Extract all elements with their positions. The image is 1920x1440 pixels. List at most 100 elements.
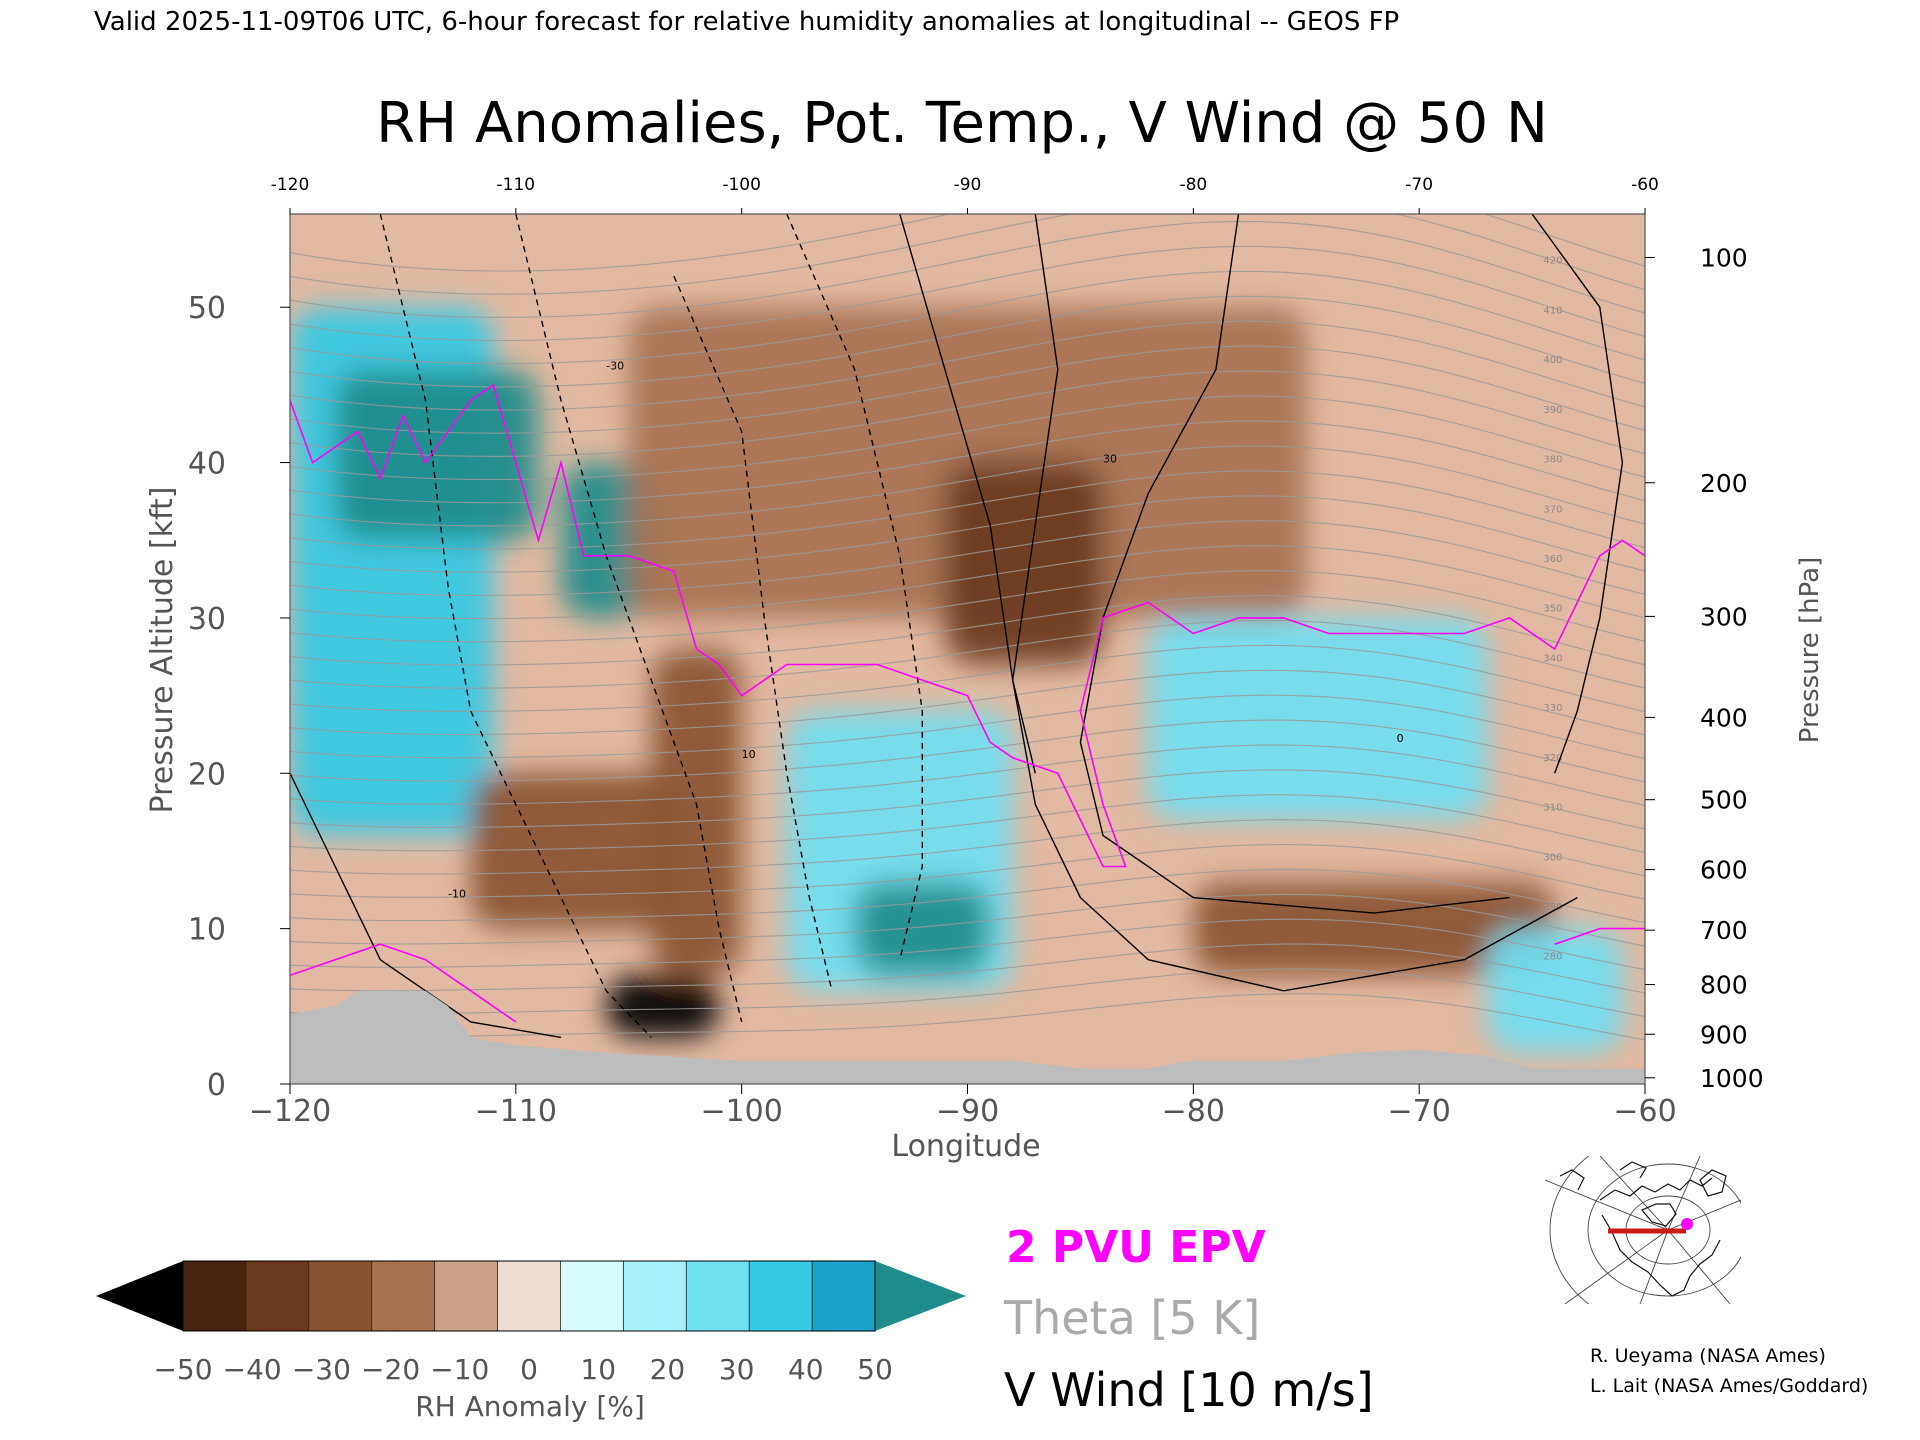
theta-contour: [290, 370, 1645, 457]
theta-contour: [290, 843, 1645, 900]
y-tick-label-left: 0: [207, 1068, 226, 1103]
y-tick-label-right: 300: [1700, 602, 1748, 631]
legend-vwind: V Wind [10 m/s]: [1004, 1363, 1374, 1417]
theta-contour-label: 360: [1543, 554, 1562, 565]
y-tick-label-left: 30: [188, 602, 226, 637]
rh-anomaly-region: [1486, 928, 1623, 1053]
colorbar-swatch: [371, 1260, 436, 1332]
y-axis-label-left: Pressure Altitude [kft]: [145, 487, 180, 814]
terrain-mask: [290, 990, 1645, 1084]
theta-contour: [290, 214, 1645, 272]
chart-title: RH Anomalies, Pot. Temp., V Wind @ 50 N: [376, 91, 1548, 156]
v-wind-contour: [290, 772, 562, 1039]
colorbar-tick-label: 30: [719, 1353, 755, 1386]
rh-anomaly-region: [606, 975, 720, 1038]
theta-contour-label: 380: [1543, 455, 1562, 466]
colorbar-frame: [182, 1260, 876, 1332]
colorbar-swatch: [182, 1260, 247, 1332]
theta-contour-label: 330: [1543, 703, 1562, 714]
theta-contour: [290, 470, 1645, 550]
y-tick-label-left: 20: [188, 757, 226, 792]
colorbar-swatch: [685, 1260, 751, 1332]
v-wind-contour: [1011, 214, 1059, 774]
theta-contour: [290, 270, 1645, 365]
theta-contour-label: 420: [1543, 256, 1562, 267]
y-tick-label-right: 700: [1700, 916, 1748, 945]
y-tick-label-right: 500: [1700, 786, 1748, 815]
axes: −120-120−110-110−100-100−90-90−80-80−70-…: [188, 175, 1764, 1129]
theta-contour: [290, 495, 1645, 573]
epv-contour: [290, 383, 1645, 868]
colorbar-swatch: [308, 1260, 373, 1332]
theta-contour: [290, 669, 1645, 736]
y-tick-label-left: 10: [188, 913, 226, 948]
theta-contour: [290, 993, 1645, 1041]
y-tick-label-right: 900: [1700, 1020, 1748, 1049]
theta-contour: [290, 345, 1645, 434]
theta-contour: [290, 968, 1645, 1018]
v-wind-label: -10: [448, 888, 466, 901]
theta-contour: [290, 320, 1645, 411]
theta-contour: [290, 545, 1645, 620]
x-tick-label: −100: [700, 1094, 782, 1129]
theta-contour: [290, 868, 1645, 924]
theta-contour: [290, 943, 1645, 994]
colorbar-tick-label: 50: [857, 1353, 893, 1386]
theta-contour: [290, 619, 1645, 689]
top-tick-label: -90: [954, 175, 982, 195]
x-tick-label: −90: [936, 1094, 999, 1129]
y-tick-label-right: 100: [1700, 244, 1748, 273]
theta-contour-label: 370: [1543, 504, 1562, 515]
map-coastlines: [1559, 1161, 1727, 1297]
theta-contour-label: 410: [1543, 305, 1562, 316]
theta-contour-label: 350: [1543, 604, 1562, 615]
colorbar-tick-label: 0: [520, 1353, 538, 1386]
v-wind-contour: [515, 214, 743, 1023]
theta-contour: [290, 694, 1645, 760]
legend-theta: Theta [5 K]: [1003, 1291, 1260, 1345]
colorbar-swatch: [497, 1260, 562, 1332]
credit-line-2: L. Lait (NASA Ames/Goddard): [1590, 1375, 1868, 1397]
y-tick-label-right: 600: [1700, 856, 1748, 885]
colorbar-swatch: [748, 1260, 813, 1332]
top-tick-label: -60: [1631, 175, 1659, 195]
x-tick-label: −120: [249, 1094, 331, 1129]
y-tick-label-right: 1000: [1700, 1064, 1764, 1093]
rh-anomaly-region: [944, 462, 1103, 665]
credit-line-1: R. Ueyama (NASA Ames): [1590, 1345, 1826, 1367]
colorbar-swatch: [434, 1260, 499, 1332]
theta-contour-label: 340: [1543, 653, 1562, 664]
rh-anomaly-region: [1148, 617, 1487, 820]
legend: 2 PVU EPV Theta [5 K] V Wind [10 m/s]: [1003, 1222, 1374, 1417]
rh-anomaly-region: [628, 307, 1307, 618]
colorbar-under-arrow: [96, 1261, 183, 1331]
v-wind-label: 30: [1103, 453, 1117, 466]
y-tick-label-right: 800: [1700, 971, 1748, 1000]
theta-contour: [290, 295, 1645, 388]
colorbar: −50 −40 −30 −20 −10 0 10 20 30 40 50: [96, 1260, 966, 1386]
theta-contour: [290, 220, 1645, 318]
location-map: [1545, 1156, 1741, 1304]
valid-time-header: Valid 2025-11-09T06 UTC, 6-hour forecast…: [94, 7, 1399, 37]
theta-contour: [290, 395, 1645, 481]
v-wind-label: 10: [742, 748, 756, 761]
colorbar-tick-label: −40: [223, 1353, 282, 1386]
theta-contour: [290, 445, 1645, 527]
theta-contour-label: 320: [1543, 753, 1562, 764]
top-tick-label: -80: [1179, 175, 1207, 195]
theta-contour: [290, 794, 1645, 853]
y-axis-label-right: Pressure [hPa]: [1795, 557, 1825, 744]
colorbar-swatch: [811, 1260, 876, 1332]
colorbar-tick-label: 10: [580, 1353, 616, 1386]
y-tick-label-left: 40: [188, 447, 226, 482]
theta-contour: [290, 594, 1645, 666]
v-wind-contour: [1079, 214, 1510, 914]
colorbar-over-arrow: [875, 1261, 966, 1331]
top-tick-label: -100: [722, 175, 761, 195]
theta-contour-label: 300: [1543, 852, 1562, 863]
y-tick-label-left: 50: [188, 291, 226, 326]
x-tick-label: −80: [1162, 1094, 1225, 1129]
colorbar-tick-label: −50: [153, 1353, 212, 1386]
